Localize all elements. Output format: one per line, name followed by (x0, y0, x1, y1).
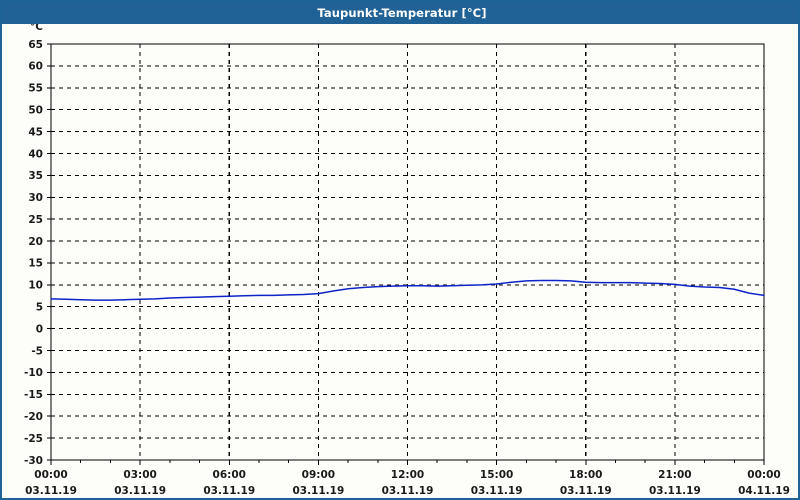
y-axis-tick-label: 60 (28, 61, 43, 73)
y-axis-tick-label: -10 (24, 367, 43, 379)
y-axis-tick-label: -20 (24, 411, 43, 423)
y-axis-tick-label: 5 (36, 302, 43, 314)
y-axis-tick-label: -25 (24, 433, 43, 445)
x-axis-labels: 00:00 03.11.19 03:00 03.11.19 06:00 03.11.19 0… (25, 469, 790, 497)
y-axis-tick-label: 10 (28, 280, 43, 292)
horizontal-gridlines (51, 43, 764, 439)
y-axis-tick-label: -5 (31, 345, 43, 357)
y-axis-tick-label: 40 (28, 148, 43, 160)
y-axis-tick-label: 15 (28, 258, 43, 270)
x-axis-time-label: 06:00 (213, 469, 246, 481)
series-line-0 (50, 279, 765, 301)
y-axis-tick-label: 25 (28, 214, 43, 226)
y-axis-unit-label: °C (30, 24, 43, 33)
x-axis-time-label: 15:00 (480, 469, 513, 481)
y-axis-tick-label: 0 (36, 323, 43, 335)
y-axis-tick-label: 30 (28, 192, 43, 204)
minor-tickmarks (50, 460, 765, 465)
y-axis-tick-label: 45 (28, 126, 43, 138)
x-axis-time-label: 18:00 (569, 469, 602, 481)
x-axis-date-label: 03.11.19 (114, 485, 166, 497)
line-chart: 65605550454035302520151050-5-10-15-20-25… (24, 24, 790, 497)
y-axis-tick-label: 55 (28, 83, 43, 95)
y-axis-tick-label: -15 (24, 389, 43, 401)
window-title-bar: Taupunkt-Temperatur [°C] (2, 2, 798, 24)
x-axis-date-label: 03.11.19 (25, 485, 77, 497)
x-axis-time-label: 21:00 (658, 469, 691, 481)
vertical-gridlines (139, 44, 676, 460)
page-title: Taupunkt-Temperatur [°C] (317, 6, 487, 20)
axis-top-right (51, 43, 765, 460)
x-axis-date-label: 04.11.19 (738, 485, 790, 497)
axis-left-bottom (50, 44, 764, 461)
x-axis-date-label: 03.11.19 (560, 485, 612, 497)
x-axis-date-label: 03.11.19 (471, 485, 523, 497)
y-axis-tick-label: -30 (24, 455, 43, 467)
x-axis-date-label: 03.11.19 (203, 485, 255, 497)
x-axis-date-label: 03.11.19 (382, 485, 434, 497)
y-axis-tick-label: 50 (28, 104, 43, 116)
y-axis-tick-label: 35 (28, 170, 43, 182)
x-axis-time-label: 12:00 (391, 469, 424, 481)
y-axis-tick-label: 65 (28, 39, 43, 51)
x-axis-time-label: 00:00 (34, 469, 67, 481)
x-axis-date-label: 03.11.19 (292, 485, 344, 497)
x-axis-time-label: 00:00 (747, 469, 780, 481)
x-axis-time-label: 09:00 (302, 469, 335, 481)
y-axis-tick-label: 20 (28, 236, 43, 248)
x-axis-date-label: 03.11.19 (649, 485, 701, 497)
y-axis-labels: 65605550454035302520151050-5-10-15-20-25… (24, 39, 43, 467)
plot-area-container: 65 60 55 50 45 40 35 30 25 20 15 10 5 0 -5 -10 -15 -20 -25… (2, 24, 798, 498)
axis-lines (50, 43, 765, 461)
data-series-group (50, 279, 765, 301)
x-axis-time-label: 03:00 (123, 469, 156, 481)
